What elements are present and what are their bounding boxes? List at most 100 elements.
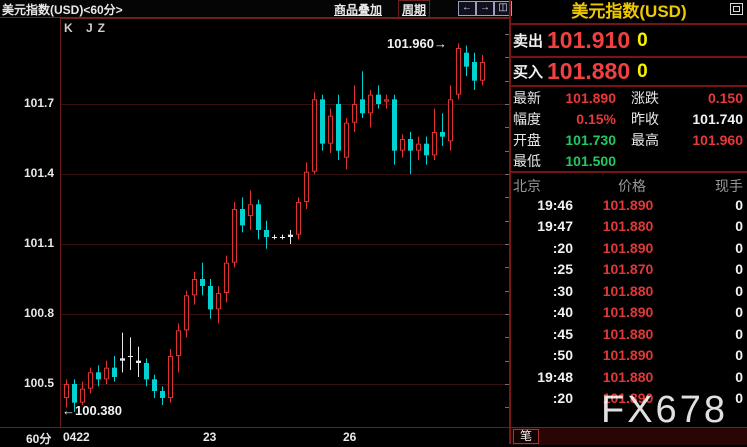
tick-price: 101.890 <box>602 239 654 256</box>
y-axis-label: 101.7 <box>23 96 54 110</box>
tick-table-header: 北京 价格 现手 <box>511 176 747 194</box>
x-axis-label: 26 <box>343 430 357 444</box>
separator <box>511 171 747 173</box>
stat-cell: 涨跌 0.150 <box>629 87 747 108</box>
table-row: :20 101.890 0 <box>511 237 747 259</box>
stat-value: 0.15% <box>576 110 616 127</box>
tick-volume: 0 <box>735 239 743 256</box>
y-axis-label: 101.1 <box>23 235 54 250</box>
chart-region: 美元指数(USD)<60分> 商品叠加 周期 ← → ◫ K JZ 101.96… <box>0 0 512 446</box>
high-price-annotation: 101.960→ <box>387 36 447 51</box>
table-row: 19:47 101.880 0 <box>511 216 747 238</box>
table-row: 19:46 101.890 0 <box>511 194 747 216</box>
tick-volume: 0 <box>735 282 743 299</box>
restore-window-icon[interactable] <box>730 3 743 15</box>
tick-volume: 0 <box>735 390 743 407</box>
separator <box>511 56 747 58</box>
stat-label: 开盘 <box>513 131 541 148</box>
header-volume: 现手 <box>715 178 743 194</box>
table-row: :25 101.870 0 <box>511 259 747 281</box>
stat-label: 涨跌 <box>631 89 659 106</box>
y-axis-label: 100.8 <box>23 305 54 320</box>
separator <box>511 23 747 25</box>
stat-value: 101.730 <box>565 131 616 148</box>
chart-title: 美元指数(USD)<60分> <box>2 3 123 17</box>
x-axis-line <box>0 427 510 428</box>
header-time: 北京 <box>513 178 541 194</box>
stat-label: 最新 <box>513 89 541 106</box>
tick-time: 19:48 <box>537 368 573 385</box>
buy-price: 101.880 <box>547 58 631 84</box>
tick-volume: 0 <box>735 196 743 213</box>
header-price: 价格 <box>618 178 646 194</box>
stat-cell: 最高 101.960 <box>629 129 747 150</box>
stat-cell: 最低 101.500 <box>511 150 629 171</box>
panel-divider <box>509 0 511 444</box>
tick-price: 101.890 <box>602 304 654 321</box>
y-axis-label: 101.4 <box>23 165 54 180</box>
stat-label: 昨收 <box>631 110 659 127</box>
commodity-overlay-button[interactable]: 商品叠加 <box>334 3 383 17</box>
tick-price: 101.890 <box>602 347 654 364</box>
tick-time: :40 <box>552 304 573 321</box>
buy-quote-row: 买入 101.880 0 <box>511 58 747 85</box>
watermark: FX678 <box>601 389 728 431</box>
x-axis-period-label: 60分 <box>26 432 52 446</box>
split-pane-icon[interactable]: ◫ <box>494 1 512 16</box>
quote-symbol-title: 美元指数(USD) <box>571 2 687 21</box>
stat-value: 101.500 <box>565 152 616 169</box>
tick-time: :20 <box>552 239 573 256</box>
tick-volume: 0 <box>735 368 743 385</box>
tick-volume: 0 <box>735 347 743 364</box>
tick-time: 19:47 <box>537 218 573 235</box>
tick-time: :25 <box>552 261 573 278</box>
sell-price: 101.910 <box>547 27 631 53</box>
tick-price: 101.890 <box>602 390 654 407</box>
tick-price: 101.880 <box>602 325 654 342</box>
stat-cell: 开盘 101.730 <box>511 129 629 150</box>
stat-value: 0.150 <box>707 89 743 106</box>
tick-time: :30 <box>552 282 573 299</box>
table-row: :20 101.890 0 <box>511 388 747 410</box>
table-row: :40 101.890 0 <box>511 302 747 324</box>
stat-value: 101.960 <box>692 131 743 148</box>
period-button[interactable]: 周期 <box>398 0 431 19</box>
table-row: :30 101.880 0 <box>511 280 747 302</box>
x-axis-label: 23 <box>203 430 217 444</box>
tick-volume: 0 <box>735 261 743 278</box>
y-axis-label: 100.5 <box>23 375 54 390</box>
tick-volume: 0 <box>735 218 743 235</box>
candlestick-chart <box>61 34 510 412</box>
chart-toolbar: 美元指数(USD)<60分> 商品叠加 周期 ← → ◫ <box>0 0 512 19</box>
scroll-right-icon[interactable]: → <box>476 1 494 16</box>
buy-size: 0 <box>637 60 648 82</box>
tick-price: 101.870 <box>602 261 654 278</box>
table-row: 19:48 101.880 0 <box>511 366 747 388</box>
separator <box>511 85 747 87</box>
tick-volume: 0 <box>735 304 743 321</box>
tick-price: 101.890 <box>602 196 654 213</box>
x-axis-label: 0422 <box>63 430 90 444</box>
stat-value: 101.740 <box>692 110 743 127</box>
stat-value: 101.890 <box>565 89 616 106</box>
sell-quote-row: 卖出 101.910 0 <box>511 25 747 56</box>
buy-label: 买入 <box>513 64 544 81</box>
stat-cell: 昨收 101.740 <box>629 108 747 129</box>
tick-time: :50 <box>552 347 573 364</box>
tab-tick[interactable]: 笔 <box>513 429 539 444</box>
tick-time: :45 <box>552 325 573 342</box>
tick-price: 101.880 <box>602 282 654 299</box>
quote-stats-grid: 最新 101.890 涨跌 0.150 幅度 0.15% 昨收 101.740 开盘 101.73… <box>511 87 747 171</box>
tick-volume: 0 <box>735 325 743 342</box>
candlestick-plot[interactable] <box>60 18 510 428</box>
stat-cell: 最新 101.890 <box>511 87 629 108</box>
tick-price: 101.880 <box>602 218 654 235</box>
tick-table-body: 19:46 101.890 0 19:47 101.880 0:20 101.890 0:25… <box>511 194 747 409</box>
sell-label: 卖出 <box>513 33 544 50</box>
scroll-left-icon[interactable]: ← <box>458 1 476 16</box>
tick-price: 101.880 <box>602 368 654 385</box>
sell-size: 0 <box>637 29 648 51</box>
stat-label: 最低 <box>513 152 541 169</box>
quote-panel: 美元指数(USD) 卖出 101.910 0 买入 101.880 0 最新 10… <box>511 0 747 445</box>
tick-time: :20 <box>552 390 573 407</box>
